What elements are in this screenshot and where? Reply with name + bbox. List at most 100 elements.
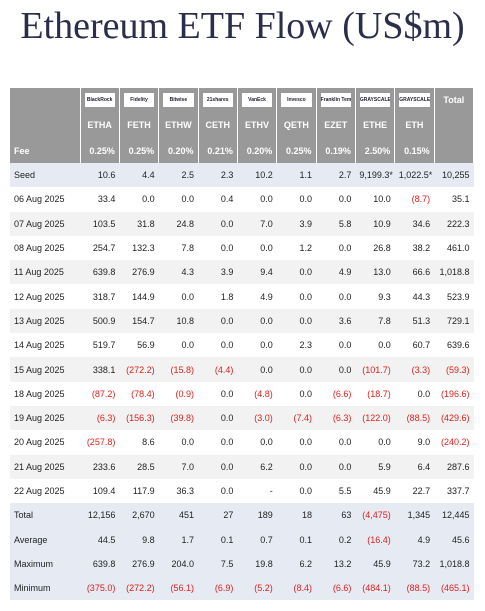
- flow-value: 337.7: [446, 486, 470, 496]
- fee: 0.20%: [237, 138, 278, 163]
- flow-value: (196.6): [440, 388, 470, 399]
- data-row: Minimum (375.0) (272.2) (56.1) (6.9) (5.2) (8.…: [10, 576, 474, 601]
- flow-value: (272.2): [119, 576, 159, 601]
- flow-value: (8.7): [411, 194, 431, 205]
- logo-cell: Franklin Templeton: [316, 88, 356, 112]
- title: Ethereum ETF Flow (US$m): [20, 5, 465, 47]
- row-label: 18 Aug 2025: [14, 388, 65, 399]
- logo-cell: GRAYSCALE: [355, 88, 396, 112]
- logo-cell: 21shares: [198, 88, 238, 112]
- flow-value: 0.0: [378, 340, 391, 351]
- flow-value: 0.0: [181, 291, 195, 302]
- flow-value: (4.4): [198, 357, 238, 382]
- flow-value: (6.3): [316, 405, 356, 431]
- fee: 0.25%: [119, 138, 160, 163]
- flow-value: 44.3: [412, 291, 431, 302]
- flow-value: (6.9): [198, 576, 238, 601]
- flow-value: (122.0): [355, 405, 395, 431]
- flow-value: (240.2): [440, 437, 470, 448]
- logo-cell: GRAYSCALE: [394, 88, 435, 112]
- flow-value: 729.1: [434, 308, 474, 334]
- data-row: 06 Aug 2025 33.4 0.0 0.0 0.4 0.0 0.0 0.0 10.0 (8.…: [10, 187, 474, 211]
- flow-value: 0.0: [276, 454, 317, 479]
- flow-value: 7.0: [237, 211, 277, 236]
- fee: 2.50%: [355, 138, 396, 163]
- flow-value: (16.4): [355, 527, 395, 552]
- flow-value: 45.6: [434, 527, 474, 552]
- flow-value: 189: [237, 503, 277, 528]
- flow-value: -: [269, 486, 273, 496]
- data-row: 21 Aug 2025 233.6 28.5 7.0 0.0 6.2 0.0 0.0 5.9 6.…: [10, 454, 474, 479]
- flow-value: 500.9: [80, 308, 120, 334]
- flow-value: 222.3: [434, 211, 474, 236]
- flow-value: 3.9: [276, 211, 317, 236]
- flow-value: 451: [158, 503, 199, 528]
- flow-value: (101.7): [355, 357, 395, 382]
- table-body: BlackRock Fidelity Bitwise 21shares VanEck In…: [10, 88, 475, 601]
- logo-cell: Invesco: [276, 88, 317, 112]
- flow-value: 519.7: [92, 340, 116, 351]
- logo-cell: BlackRock: [80, 88, 120, 112]
- flow-value: 10.8: [158, 308, 199, 334]
- flow-value: 639.6: [446, 340, 470, 351]
- flow-value: 0.0: [338, 243, 352, 254]
- total-header: Total: [434, 88, 475, 112]
- ticker: ETHW: [158, 112, 199, 138]
- flow-value: 63: [316, 503, 356, 528]
- flow-value: 0.0: [220, 340, 234, 351]
- etf-flow-table: BlackRock Fidelity Bitwise 21shares VanEck In…: [10, 88, 475, 601]
- data-row: 11 Aug 2025 639.8 276.9 4.3 3.9 9.4 0.0 4.9 13.0…: [10, 260, 474, 285]
- flow-value: 2.3: [198, 163, 238, 188]
- flow-value: 5.8: [316, 211, 356, 236]
- flow-value: 461.0: [446, 243, 470, 254]
- flow-value: (272.2): [119, 357, 159, 382]
- fee: 0.19%: [316, 138, 356, 163]
- data-row: Average 44.5 9.8 1.7 0.1 0.7 0.1 0.2 (16.4) 4.9 45…: [10, 527, 474, 552]
- row-label: Total: [10, 503, 80, 528]
- flow-value: 9.3: [378, 291, 391, 302]
- data-row: 08 Aug 2025 254.7 132.3 7.8 0.0 0.0 1.2 0.0 26.8…: [10, 236, 474, 260]
- flow-value: 0.0: [237, 357, 277, 382]
- flow-value: 5.5: [338, 486, 352, 496]
- row-label: 06 Aug 2025: [14, 194, 65, 205]
- row-label: 20 Aug 2025: [14, 437, 65, 448]
- flow-value: 8.6: [142, 437, 155, 448]
- ticker: EZET: [316, 112, 356, 138]
- flow-value: 117.9: [132, 486, 155, 496]
- data-row: 15 Aug 2025 338.1 (272.2) (15.8) (4.4) 0.0 0.0…: [10, 357, 474, 382]
- fee: 0.21%: [198, 138, 238, 163]
- flow-value: 0.0: [181, 340, 195, 351]
- row-label: 13 Aug 2025: [10, 308, 80, 334]
- flow-value: (6.6): [332, 388, 352, 399]
- flow-value: 0.0: [181, 194, 195, 205]
- flow-value: 0.0: [237, 308, 277, 334]
- flow-value: 9.0: [417, 437, 431, 448]
- row-label: Maximum: [10, 551, 80, 577]
- flow-value: 0.0: [299, 437, 313, 448]
- flow-value: 1,018.8: [434, 551, 474, 577]
- flow-value: 1.1: [276, 163, 317, 188]
- fee: 0.25%: [276, 138, 317, 163]
- data-row: 14 Aug 2025 519.7 56.9 0.0 0.0 0.0 2.3 0.0 0.0 60…: [10, 333, 474, 357]
- flow-value: (5.2): [237, 576, 277, 601]
- fee: 0.15%: [394, 138, 435, 163]
- row-label: 07 Aug 2025: [10, 211, 80, 236]
- flow-value: 132.3: [132, 243, 155, 254]
- flow-value: 38.2: [412, 243, 431, 254]
- flow-value: 31.8: [119, 211, 159, 236]
- flow-value: 0.0: [260, 194, 273, 205]
- flow-value: 7.0: [158, 454, 199, 479]
- flow-value: 0.0: [276, 308, 317, 334]
- flow-value: 22.7: [412, 486, 431, 496]
- flow-value: 4.9: [394, 527, 435, 552]
- ticker: ETHE: [355, 112, 396, 138]
- flow-value: 276.9: [119, 260, 159, 285]
- flow-value: 0.0: [338, 437, 352, 448]
- flow-value: 0.0: [417, 388, 431, 399]
- flow-value: 9,199.3*: [355, 163, 395, 188]
- flow-value: 33.4: [97, 194, 116, 205]
- flow-value: (15.8): [158, 357, 199, 382]
- data-row: 18 Aug 2025 (87.2) (78.4) (0.9) 0.0 (4.8) 0.0 (…: [10, 382, 474, 406]
- flow-value: 109.4: [92, 486, 116, 496]
